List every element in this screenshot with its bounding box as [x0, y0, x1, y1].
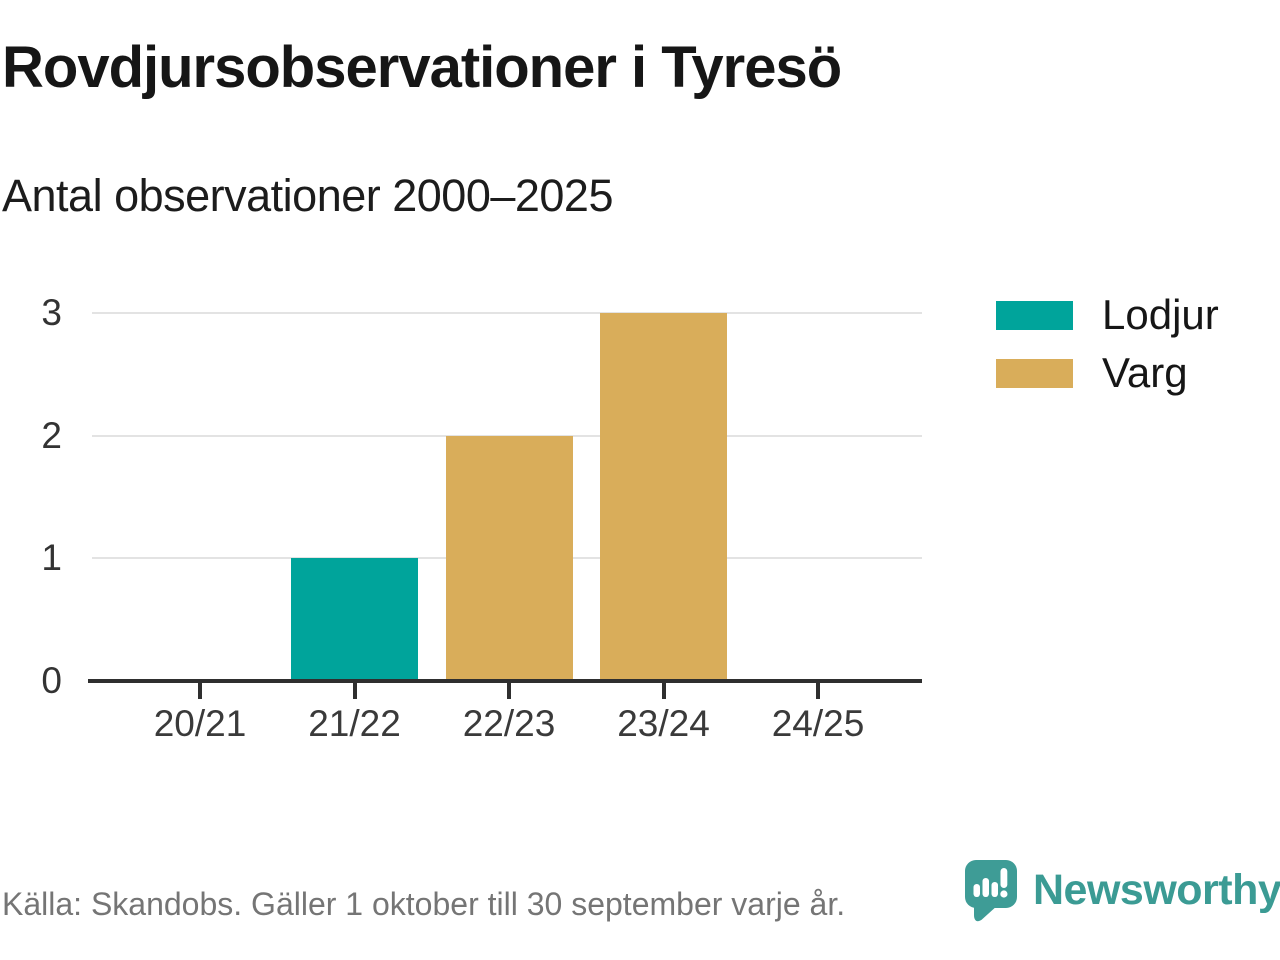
legend-label-varg: Varg — [1102, 349, 1188, 396]
x-tick-22/23 — [507, 681, 511, 699]
x-tick-label-24/25: 24/25 — [771, 703, 865, 744]
x-tick-24/25 — [816, 681, 820, 699]
speech-bubble-shape — [965, 860, 1017, 922]
mini-bar-chart-glyph — [973, 878, 998, 897]
newsworthy-logo-icon — [965, 860, 1017, 922]
legend: Lodjur Varg — [996, 286, 1219, 402]
bar-varg-22/23 — [445, 435, 573, 681]
x-tick-20/21 — [198, 681, 202, 699]
legend-item-lodjur: Lodjur — [996, 286, 1219, 344]
x-tick-label-22/23: 22/23 — [462, 703, 556, 744]
gridline-3 — [92, 312, 922, 314]
y-tick-label-1: 1 — [41, 537, 62, 579]
legend-label-lodjur: Lodjur — [1102, 291, 1219, 338]
exclamation-glyph — [1000, 868, 1008, 898]
newsworthy-logo-text: Newsworthy — [1033, 866, 1280, 914]
legend-item-varg: Varg — [996, 344, 1219, 402]
x-tick-23/24 — [661, 681, 666, 699]
bar-varg-23/24 — [600, 313, 727, 681]
y-tick-label-2: 2 — [41, 414, 62, 456]
y-tick-label-3: 3 — [41, 292, 62, 333]
x-axis-line — [88, 679, 922, 683]
source-note: Källa: Skandobs. Gäller 1 oktober till 3… — [2, 886, 846, 922]
legend-swatch-lodjur — [996, 300, 1073, 330]
bar-lodjur-21/22 — [291, 558, 418, 681]
y-tick-label-0: 0 — [41, 660, 62, 701]
chart-title: Rovdjursobservationer i Tyresö — [2, 35, 842, 100]
x-tick-21/22 — [352, 681, 357, 699]
legend-swatch-varg — [996, 358, 1073, 388]
chart-subtitle: Antal observationer 2000–2025 — [2, 170, 613, 221]
x-tick-label-21/22: 21/22 — [308, 703, 401, 744]
x-tick-label-23/24: 23/24 — [617, 703, 710, 744]
x-tick-label-20/21: 20/21 — [153, 703, 247, 744]
